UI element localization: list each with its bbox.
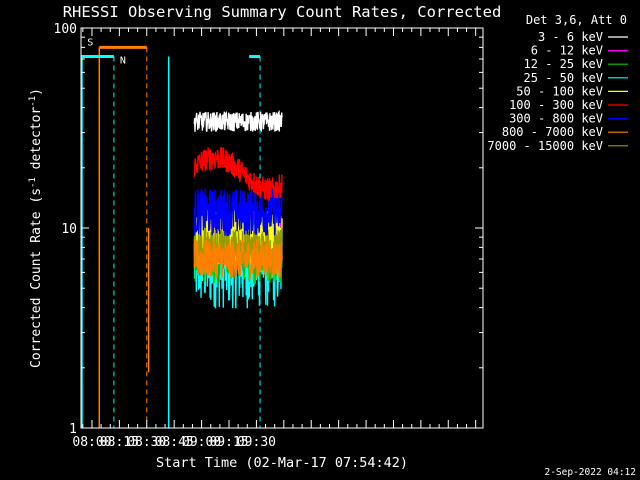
series-line	[193, 109, 283, 133]
legend-label: 7000 - 15000 keV	[487, 139, 603, 153]
plot-area: SN	[81, 37, 283, 428]
y-axis-label: Corrected Count Rate (s-1 detector-1)	[28, 88, 44, 368]
chart-title: RHESSI Observing Summary Count Rates, Co…	[63, 3, 502, 21]
y-tick-label: 10	[61, 222, 77, 237]
legend-label: 300 - 800 keV	[509, 112, 603, 126]
series-line	[193, 146, 283, 201]
series-line	[193, 238, 283, 282]
legend-label: 12 - 25 keV	[524, 57, 603, 71]
x-tick-label: 08:15	[100, 435, 139, 450]
series-line	[193, 188, 283, 237]
generation-timestamp: 2-Sep-2022 04:12	[544, 467, 636, 478]
x-tick-label: 08:30	[127, 435, 166, 450]
legend-label: 6 - 12 keV	[531, 44, 603, 58]
y-tick-label: 100	[54, 22, 77, 37]
legend-header: Det 3,6, Att 0	[526, 13, 627, 27]
y-axis-label-mid: detector	[29, 107, 44, 178]
x-tick-label: 09:00	[182, 435, 221, 450]
x-tick-label: 08:00	[72, 435, 111, 450]
y-tick-label: 1	[69, 422, 77, 437]
y-axis: 1 10 100	[54, 22, 483, 437]
legend-label: 800 - 7000 keV	[502, 125, 603, 139]
y-axis-label-main: Corrected Count Rate (s	[29, 188, 44, 368]
y-axis-label-end: )	[29, 88, 44, 96]
legend-label: 50 - 100 keV	[516, 84, 603, 98]
legend-label: 3 - 6 keV	[538, 30, 603, 44]
x-tick-label: 08:45	[155, 435, 194, 450]
x-tick-label: 09:15	[209, 435, 248, 450]
night-label: N	[120, 56, 126, 67]
x-tick-label: 09:30	[237, 435, 276, 450]
legend-label: 25 - 50 keV	[524, 71, 603, 85]
saa-label: S	[87, 37, 93, 48]
x-axis-label: Start Time (02-Mar-17 07:54:42)	[156, 455, 408, 471]
y-axis-label-sup2: -1	[28, 96, 38, 107]
legend-label: 100 - 300 keV	[509, 98, 603, 112]
y-axis-label-sup1: -1	[28, 177, 38, 188]
